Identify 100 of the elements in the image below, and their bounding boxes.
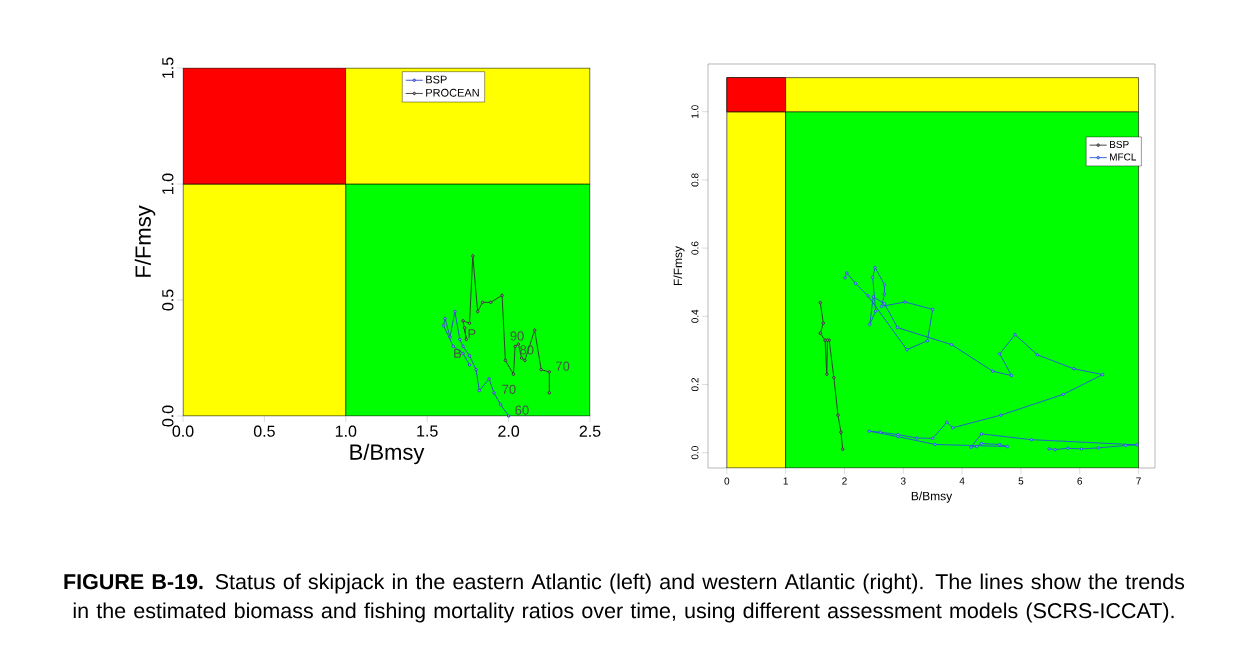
point xyxy=(474,367,478,372)
legend-label: MFCL xyxy=(1109,153,1137,161)
point xyxy=(1100,372,1105,377)
point xyxy=(503,358,508,363)
point xyxy=(925,339,930,343)
y-tick-label: 0.4 xyxy=(691,309,699,323)
point xyxy=(498,402,503,407)
point xyxy=(871,295,876,299)
legend-label: PROCEAN xyxy=(426,88,479,97)
point xyxy=(870,275,875,280)
y-tick-label: 0.0 xyxy=(691,446,699,460)
annotation: B xyxy=(454,348,462,358)
y-tick-label: 0.6 xyxy=(691,241,699,255)
point xyxy=(990,369,995,373)
annotation: 70 xyxy=(556,361,570,371)
point xyxy=(979,432,984,436)
point xyxy=(462,326,467,330)
y-tick-label: 1.0 xyxy=(162,173,174,194)
point xyxy=(840,447,845,451)
point xyxy=(464,337,469,342)
point xyxy=(1096,446,1101,450)
point xyxy=(873,309,878,313)
point xyxy=(477,388,482,393)
point xyxy=(945,420,949,425)
x-tick-label: 1.0 xyxy=(335,425,357,437)
point xyxy=(999,413,1003,417)
point xyxy=(547,370,552,374)
point xyxy=(467,363,472,367)
x-tick-label: 1 xyxy=(783,477,788,485)
point xyxy=(1061,392,1065,397)
point xyxy=(532,328,537,332)
point xyxy=(487,377,491,381)
x-axis-title: B/Bmsy xyxy=(350,443,425,465)
x-tick-label: 0.5 xyxy=(253,425,275,437)
point xyxy=(461,351,465,356)
point xyxy=(949,342,954,347)
point xyxy=(511,372,516,376)
point xyxy=(453,309,457,314)
point xyxy=(845,271,849,275)
x-tick-label: 2 xyxy=(842,477,847,485)
point xyxy=(930,436,935,441)
point xyxy=(818,300,823,305)
point xyxy=(997,352,1002,356)
x-tick-label: 2.5 xyxy=(579,425,601,437)
point xyxy=(1047,447,1051,451)
point xyxy=(832,375,836,380)
point xyxy=(903,300,907,304)
point xyxy=(523,358,527,363)
legend-label: BSP xyxy=(1109,140,1129,148)
point xyxy=(506,414,511,418)
point xyxy=(879,304,884,309)
point xyxy=(950,426,955,430)
point xyxy=(882,292,887,296)
legend-label: BSP xyxy=(426,75,447,84)
annotation: 60 xyxy=(515,405,529,415)
point xyxy=(467,321,472,325)
point xyxy=(539,367,543,372)
point xyxy=(516,342,521,346)
point xyxy=(868,322,872,327)
x-tick-label: 5 xyxy=(1018,477,1024,485)
point xyxy=(488,300,493,305)
y-tick-label: 0.5 xyxy=(162,289,174,311)
y-tick-label: 0.2 xyxy=(691,378,699,392)
point xyxy=(1005,444,1010,449)
point xyxy=(818,331,823,336)
x-axis-title: B/Bmsy xyxy=(911,491,953,503)
x-tick-label: 1.5 xyxy=(417,425,438,437)
point xyxy=(1135,443,1139,447)
point xyxy=(448,335,452,339)
point xyxy=(451,344,455,349)
point xyxy=(933,442,937,447)
point xyxy=(443,316,447,321)
point xyxy=(882,282,887,287)
point xyxy=(475,309,480,314)
point xyxy=(1013,332,1017,337)
point xyxy=(441,323,446,328)
point xyxy=(878,430,883,434)
point xyxy=(825,372,829,376)
point xyxy=(843,276,847,280)
point xyxy=(873,265,877,270)
point xyxy=(1079,447,1084,451)
point xyxy=(1072,367,1076,371)
y-tick-label: 0.8 xyxy=(691,173,699,187)
x-tick-label: 0.0 xyxy=(172,425,194,437)
y-tick-label: 1.5 xyxy=(162,57,174,78)
point xyxy=(930,307,935,312)
point xyxy=(836,413,840,417)
point xyxy=(867,429,871,433)
point xyxy=(839,430,843,434)
point xyxy=(915,436,919,440)
point xyxy=(905,347,909,352)
point xyxy=(513,344,517,349)
point xyxy=(1029,437,1034,442)
point xyxy=(853,281,858,286)
annotation: 70 xyxy=(502,384,516,394)
point xyxy=(997,442,1002,447)
x-tick-label: 0 xyxy=(724,477,730,485)
y-tick-label: 1.0 xyxy=(691,105,699,118)
point xyxy=(519,356,524,360)
point xyxy=(1009,373,1014,378)
